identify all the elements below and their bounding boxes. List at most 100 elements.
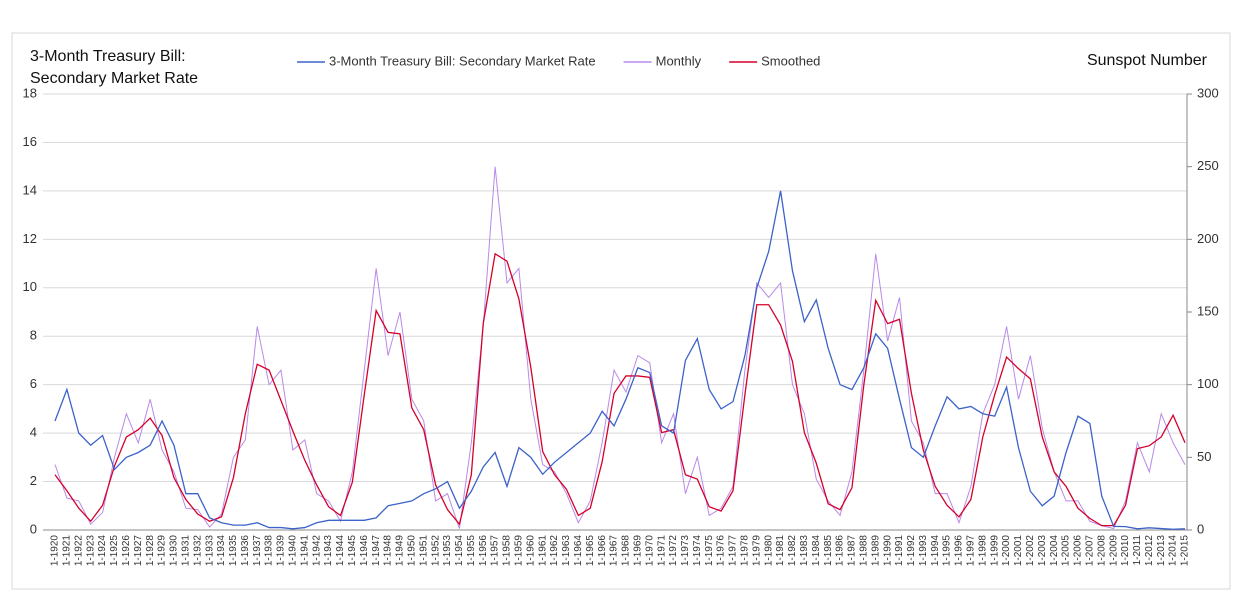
x-tick-label: 1-2008 bbox=[1096, 535, 1107, 567]
x-tick-label: 1-1922 bbox=[73, 535, 84, 567]
x-tick-label: 1-1965 bbox=[585, 535, 596, 567]
x-tick-label: 1-1933 bbox=[204, 535, 215, 567]
x-tick-label: 1-1952 bbox=[430, 535, 441, 567]
y-tick-label: 2 bbox=[30, 473, 37, 488]
series-line bbox=[54, 190, 1186, 530]
x-tick-label: 1-2010 bbox=[1120, 535, 1131, 567]
x-tick-label: 1-1968 bbox=[621, 535, 632, 567]
x-tick-label: 1-1948 bbox=[383, 535, 394, 567]
x-tick-label: 1-2013 bbox=[1156, 535, 1167, 567]
x-tick-label: 1-1974 bbox=[692, 535, 703, 567]
x-tick-label: 1-1931 bbox=[180, 535, 191, 567]
x-tick-label: 1-1923 bbox=[85, 535, 96, 567]
y-tick-label: 16 bbox=[23, 134, 37, 149]
x-tick-label: 1-1978 bbox=[740, 535, 751, 567]
x-tick-label: 1-1994 bbox=[930, 535, 941, 567]
x-tick-label: 1-1937 bbox=[252, 535, 263, 567]
x-tick-label: 1-1975 bbox=[704, 535, 715, 567]
x-tick-label: 1-1976 bbox=[716, 535, 727, 567]
x-tick-label: 1-2006 bbox=[1073, 535, 1084, 567]
x-tick-label: 1-1985 bbox=[823, 535, 834, 567]
x-tick-label: 1-1967 bbox=[609, 535, 620, 567]
x-tick-label: 1-1945 bbox=[347, 535, 358, 567]
x-tick-label: 1-1989 bbox=[870, 535, 881, 567]
x-tick-label: 1-1958 bbox=[502, 535, 513, 567]
legend-label: 3-Month Treasury Bill: Secondary Market … bbox=[329, 53, 596, 68]
x-tick-label: 1-2005 bbox=[1061, 535, 1072, 567]
x-tick-label: 1-1938 bbox=[264, 535, 275, 567]
x-tick-label: 1-1928 bbox=[145, 535, 156, 567]
y2-tick-label: 50 bbox=[1197, 449, 1211, 464]
x-tick-label: 1-1997 bbox=[966, 535, 977, 567]
x-tick-label: 1-2004 bbox=[1049, 535, 1060, 567]
x-tick-label: 1-1951 bbox=[418, 535, 429, 567]
x-tick-label: 1-1979 bbox=[751, 535, 762, 567]
x-tick-label: 1-1961 bbox=[537, 535, 548, 567]
x-tick-label: 1-1984 bbox=[811, 535, 822, 567]
x-tick-label: 1-1992 bbox=[906, 535, 917, 567]
x-tick-label: 1-1949 bbox=[395, 535, 406, 567]
x-tick-label: 1-1969 bbox=[632, 535, 643, 567]
x-tick-label: 1-1970 bbox=[644, 535, 655, 567]
y-tick-label: 8 bbox=[30, 328, 37, 343]
x-tick-label: 1-1966 bbox=[597, 535, 608, 567]
x-tick-label: 1-2002 bbox=[1025, 535, 1036, 567]
x-tick-label: 1-1944 bbox=[335, 535, 346, 567]
x-tick-label: 1-2015 bbox=[1180, 535, 1191, 567]
y-axis-title: 3-Month Treasury Bill: Secondary Market … bbox=[30, 48, 199, 87]
x-tick-label: 1-1971 bbox=[656, 535, 667, 567]
y-tick-label: 10 bbox=[23, 279, 37, 294]
x-tick-label: 1-1943 bbox=[323, 535, 334, 567]
x-tick-label: 1-1973 bbox=[680, 535, 691, 567]
chart-border bbox=[11, 32, 1231, 590]
y-tick-label: 0 bbox=[30, 521, 37, 536]
y2-tick-label: 150 bbox=[1197, 303, 1219, 318]
x-tick-label: 1-2012 bbox=[1144, 535, 1155, 567]
x-tick-label: 1-1930 bbox=[169, 535, 180, 567]
y2-tick-label: 250 bbox=[1197, 158, 1219, 173]
x-tick-label: 1-1993 bbox=[918, 535, 929, 567]
y2-tick-label: 0 bbox=[1197, 521, 1204, 536]
x-tick-label: 1-1986 bbox=[835, 535, 846, 567]
x-tick-label: 1-2011 bbox=[1132, 535, 1143, 566]
x-tick-label: 1-1942 bbox=[311, 535, 322, 567]
x-tick-label: 1-1941 bbox=[299, 535, 310, 567]
x-tick-label: 1-1924 bbox=[97, 535, 108, 567]
x-tick-label: 1-1953 bbox=[442, 535, 453, 567]
x-tick-label: 1-1947 bbox=[371, 535, 382, 567]
x-tick-label: 1-1990 bbox=[882, 535, 893, 567]
y-tick-label: 4 bbox=[30, 425, 37, 440]
y2-axis-title: Sunspot Number bbox=[1087, 52, 1208, 69]
x-tick-label: 1-1991 bbox=[894, 535, 905, 567]
y-tick-label: 12 bbox=[23, 231, 37, 246]
x-tick-label: 1-1956 bbox=[478, 535, 489, 567]
x-tick-label: 1-1963 bbox=[561, 535, 572, 567]
x-tick-label: 1-1927 bbox=[133, 535, 144, 567]
x-tick-label: 1-1959 bbox=[514, 535, 525, 567]
x-tick-label: 1-2003 bbox=[1037, 535, 1048, 567]
x-tick-label: 1-1988 bbox=[858, 535, 869, 567]
x-tick-label: 1-1936 bbox=[240, 535, 251, 567]
x-tick-label: 1-1946 bbox=[359, 535, 370, 567]
x-tick-label: 1-1980 bbox=[763, 535, 774, 567]
x-tick-label: 1-1934 bbox=[216, 535, 227, 567]
legend-label: Monthly bbox=[656, 53, 702, 68]
x-tick-label: 1-2007 bbox=[1084, 535, 1095, 567]
x-tick-label: 1-1996 bbox=[954, 535, 965, 567]
x-tick-label: 1-1957 bbox=[490, 535, 501, 567]
y-tick-label: 14 bbox=[23, 182, 37, 197]
x-tick-label: 1-1977 bbox=[728, 535, 739, 567]
x-tick-label: 1-1995 bbox=[942, 535, 953, 567]
x-tick-label: 1-2000 bbox=[1001, 535, 1012, 567]
x-tick-label: 1-1940 bbox=[288, 535, 299, 567]
x-tick-label: 1-1932 bbox=[192, 535, 203, 567]
y2-tick-label: 200 bbox=[1197, 231, 1219, 246]
x-tick-label: 1-1935 bbox=[228, 535, 239, 567]
x-tick-label: 1-1987 bbox=[847, 535, 858, 567]
y-tick-label: 6 bbox=[30, 376, 37, 391]
y2-tick-label: 100 bbox=[1197, 376, 1219, 391]
x-tick-label: 1-1972 bbox=[668, 535, 679, 567]
x-tick-label: 1-2001 bbox=[1013, 535, 1024, 567]
x-tick-label: 1-1982 bbox=[787, 535, 798, 567]
